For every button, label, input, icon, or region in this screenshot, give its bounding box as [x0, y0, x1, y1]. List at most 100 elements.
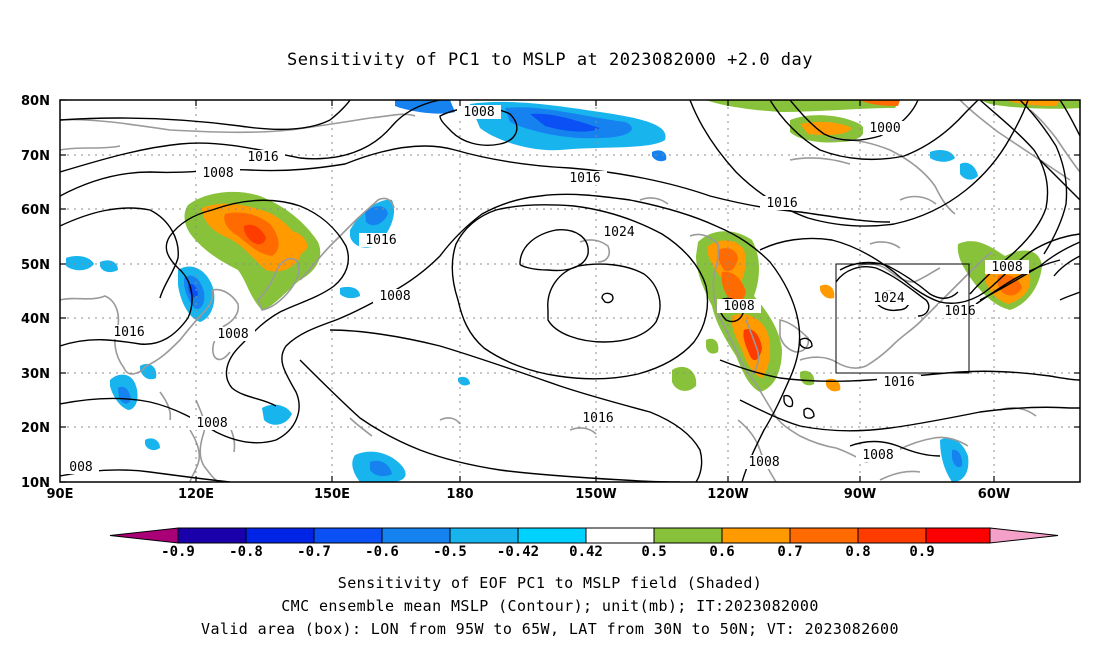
colorbar-cell — [245, 527, 315, 544]
contour-label: 1008 — [457, 105, 501, 120]
colorbar-labels: -0.9 -0.8 -0.7 -0.6 -0.5 -0.42 0.42 0.5 … — [161, 544, 935, 560]
map-frame — [59, 99, 1081, 483]
lon-label: 90W — [844, 487, 876, 502]
colorbar-label: 0.6 — [709, 544, 734, 560]
colorbar-cell — [925, 527, 991, 544]
mslp-contours — [60, 100, 1080, 482]
svg-text:1008: 1008 — [862, 448, 893, 463]
colorbar-label: 0.9 — [909, 544, 934, 560]
svg-text:1008: 1008 — [196, 416, 227, 431]
caption-contour: CMC ensemble mean MSLP (Contour); unit(m… — [281, 597, 819, 615]
colorbar-cell — [517, 527, 587, 544]
svg-text:008: 008 — [69, 460, 92, 475]
colorbar-cell — [857, 527, 927, 544]
contour-label: 1016 — [877, 375, 921, 390]
colorbar-cell — [381, 527, 451, 544]
lat-label: 10N — [21, 476, 50, 491]
contour-label: 1016 — [563, 171, 607, 186]
svg-text:1008: 1008 — [379, 289, 410, 304]
colorbar-cell — [721, 527, 791, 544]
contour-label: 1016 — [359, 233, 403, 248]
svg-text:1016: 1016 — [365, 233, 396, 248]
lon-label: 180 — [446, 487, 473, 502]
colorbar-label: -0.9 — [161, 544, 195, 560]
colorbar-cell — [653, 527, 723, 544]
colorbar-label: 0.5 — [641, 544, 666, 560]
svg-text:1008: 1008 — [202, 166, 233, 181]
svg-text:1008: 1008 — [217, 327, 248, 342]
svg-text:1016: 1016 — [113, 325, 144, 340]
colorbar-label: -0.8 — [229, 544, 263, 560]
colorbar-label: -0.7 — [297, 544, 331, 560]
svg-text:1008: 1008 — [991, 260, 1022, 275]
svg-text:1016: 1016 — [883, 375, 914, 390]
lon-label: 120E — [178, 487, 214, 502]
contour-label: 1024 — [867, 291, 911, 306]
colorbar-label: -0.6 — [365, 544, 399, 560]
colorbar-label: -0.42 — [497, 544, 539, 560]
contour-label: 1016 — [241, 150, 285, 165]
lat-label: 70N — [21, 149, 50, 164]
svg-text:1016: 1016 — [766, 196, 797, 211]
contour-label: 1024 — [597, 225, 641, 240]
colorbar-cell — [989, 527, 1059, 544]
contour-label: 1008 — [742, 455, 786, 470]
svg-text:1000: 1000 — [869, 121, 900, 136]
svg-text:1024: 1024 — [603, 225, 634, 240]
colorbar-cell — [789, 527, 859, 544]
contour-label: 1008 — [373, 289, 417, 304]
colorbar-cell — [109, 527, 179, 544]
latitude-labels: 80N 70N 60N 50N 40N 30N 20N 10N — [21, 94, 50, 491]
contour-labels: 1008 1016 1008 1016 1024 1016 1000 1016 … — [63, 105, 1029, 475]
lon-label: 150E — [314, 487, 350, 502]
colorbar-label: 0.8 — [845, 544, 870, 560]
svg-text:1024: 1024 — [873, 291, 904, 306]
colorbar-cell — [585, 527, 655, 544]
contour-label: 1016 — [107, 325, 151, 340]
contour-label: 1016 — [760, 196, 804, 211]
svg-text:1008: 1008 — [723, 299, 754, 314]
contour-label: 008 — [63, 460, 99, 475]
lat-label: 30N — [21, 367, 50, 382]
svg-text:1016: 1016 — [582, 411, 613, 426]
lon-label: 120W — [707, 487, 748, 502]
caption-shaded: Sensitivity of EOF PC1 to MSLP field (Sh… — [337, 574, 763, 592]
lat-label: 20N — [21, 421, 50, 436]
longitude-labels: 90E 120E 150E 180 150W 120W 90W 60W — [47, 487, 1011, 502]
svg-text:1008: 1008 — [463, 105, 494, 120]
lat-label: 40N — [21, 312, 50, 327]
lon-label: 150W — [575, 487, 616, 502]
svg-text:1008: 1008 — [748, 455, 779, 470]
contour-label: 1008 — [856, 448, 900, 463]
contour-label: 1008 — [190, 416, 234, 431]
contour-label: 1016 — [576, 411, 620, 426]
negative-sensitivity-north — [395, 100, 455, 114]
colorbar-cell — [449, 527, 519, 544]
contour-label: 1008 — [717, 299, 761, 314]
svg-text:1016: 1016 — [569, 171, 600, 186]
coastlines — [60, 100, 1080, 482]
colorbar-label: -0.5 — [433, 544, 467, 560]
svg-text:1016: 1016 — [247, 150, 278, 165]
contour-label: 1008 — [985, 260, 1029, 275]
map-content: 1008 1016 1008 1016 1024 1016 1000 1016 … — [60, 100, 1080, 482]
contour-label: 1008 — [196, 166, 240, 181]
colorbar-label: 0.7 — [777, 544, 802, 560]
contour-label: 1000 — [863, 121, 907, 136]
caption-valid-area: Valid area (box): LON from 95W to 65W, L… — [201, 620, 899, 638]
colorbar-cell — [177, 527, 247, 544]
contour-label: 1016 — [938, 304, 982, 319]
lat-label: 60N — [21, 203, 50, 218]
map-title: Sensitivity of PC1 to MSLP at 2023082000… — [286, 50, 813, 70]
lon-label: 60W — [978, 487, 1010, 502]
axis-ticks — [60, 99, 1080, 483]
colorbar: -0.9 -0.8 -0.7 -0.6 -0.5 -0.42 0.42 0.5 … — [109, 527, 1059, 560]
lat-label: 80N — [21, 94, 50, 109]
lon-label: 90E — [47, 487, 74, 502]
colorbar-cell — [313, 527, 383, 544]
lat-label: 50N — [21, 258, 50, 273]
colorbar-cells — [109, 527, 1059, 544]
contour-label: 1008 — [211, 327, 255, 342]
colorbar-label: 0.42 — [569, 544, 603, 560]
